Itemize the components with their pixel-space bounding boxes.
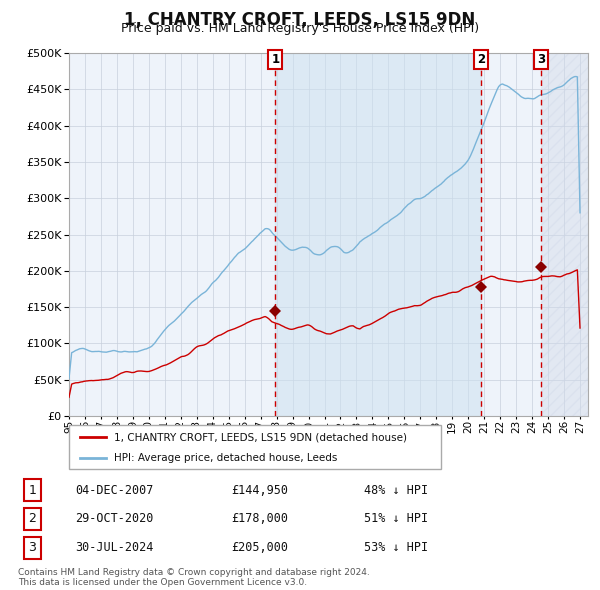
Text: 1, CHANTRY CROFT, LEEDS, LS15 9DN (detached house): 1, CHANTRY CROFT, LEEDS, LS15 9DN (detac… (113, 432, 407, 442)
Text: Contains HM Land Registry data © Crown copyright and database right 2024.
This d: Contains HM Land Registry data © Crown c… (18, 568, 370, 587)
Text: 30-JUL-2024: 30-JUL-2024 (76, 541, 154, 554)
Text: £178,000: £178,000 (231, 512, 288, 525)
Text: 29-OCT-2020: 29-OCT-2020 (76, 512, 154, 525)
Text: 04-DEC-2007: 04-DEC-2007 (76, 484, 154, 497)
Text: 1, CHANTRY CROFT, LEEDS, LS15 9DN: 1, CHANTRY CROFT, LEEDS, LS15 9DN (124, 11, 476, 29)
Text: 53% ↓ HPI: 53% ↓ HPI (364, 541, 428, 554)
Text: 51% ↓ HPI: 51% ↓ HPI (364, 512, 428, 525)
Text: 1: 1 (271, 53, 280, 66)
Bar (275, 53, 481, 416)
Text: 2: 2 (28, 512, 37, 525)
Text: HPI: Average price, detached house, Leeds: HPI: Average price, detached house, Leed… (113, 453, 337, 463)
Text: 48% ↓ HPI: 48% ↓ HPI (364, 484, 428, 497)
Text: 3: 3 (28, 541, 37, 554)
Text: 1: 1 (28, 484, 37, 497)
Text: £205,000: £205,000 (231, 541, 288, 554)
Text: 2: 2 (478, 53, 485, 66)
Bar (541, 53, 588, 416)
Text: £144,950: £144,950 (231, 484, 288, 497)
Text: 3: 3 (538, 53, 545, 66)
Text: Price paid vs. HM Land Registry's House Price Index (HPI): Price paid vs. HM Land Registry's House … (121, 22, 479, 35)
